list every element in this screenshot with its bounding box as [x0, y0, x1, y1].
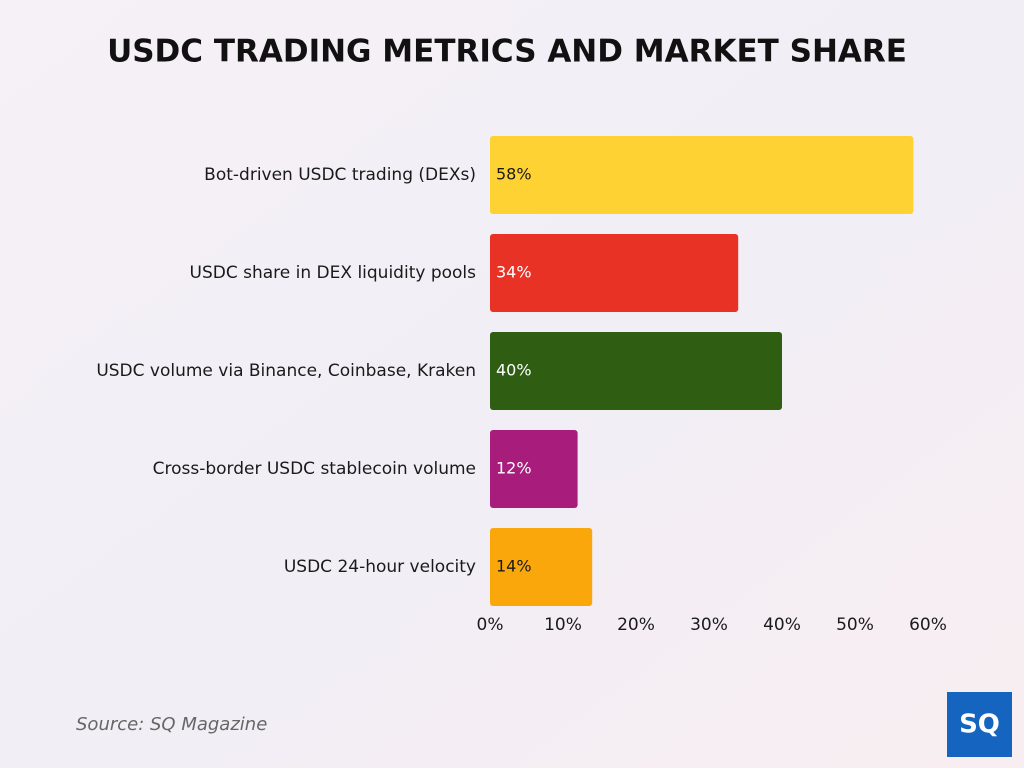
- x-tick-label: 50%: [836, 615, 874, 635]
- value-label: 34%: [496, 263, 532, 282]
- chart-title: USDC TRADING METRICS AND MARKET SHARE: [107, 34, 907, 70]
- value-label: 14%: [496, 557, 532, 576]
- category-label: Cross-border USDC stablecoin volume: [153, 459, 476, 479]
- bar: [490, 234, 739, 312]
- logo: SQ: [959, 710, 1000, 740]
- value-label: 12%: [496, 459, 532, 478]
- bar: [490, 136, 914, 214]
- value-label: 58%: [496, 165, 532, 184]
- x-tick-label: 60%: [909, 615, 947, 635]
- x-tick-label: 10%: [544, 615, 582, 635]
- category-label: Bot-driven USDC trading (DEXs): [204, 165, 476, 185]
- value-label: 40%: [496, 361, 532, 380]
- logo-box: [947, 692, 1012, 757]
- source: Source: SQ Magazine: [76, 714, 267, 735]
- category-label: USDC volume via Binance, Coinbase, Krake…: [96, 361, 476, 381]
- x-tick-label: 40%: [763, 615, 801, 635]
- x-tick-label: 0%: [477, 615, 504, 635]
- category-label: USDC 24-hour velocity: [284, 557, 476, 577]
- bar: [490, 430, 578, 508]
- x-tick-label: 20%: [617, 615, 655, 635]
- bar: [490, 332, 782, 410]
- bar: [490, 528, 593, 606]
- x-tick-label: 30%: [690, 615, 728, 635]
- category-label: USDC share in DEX liquidity pools: [190, 263, 477, 283]
